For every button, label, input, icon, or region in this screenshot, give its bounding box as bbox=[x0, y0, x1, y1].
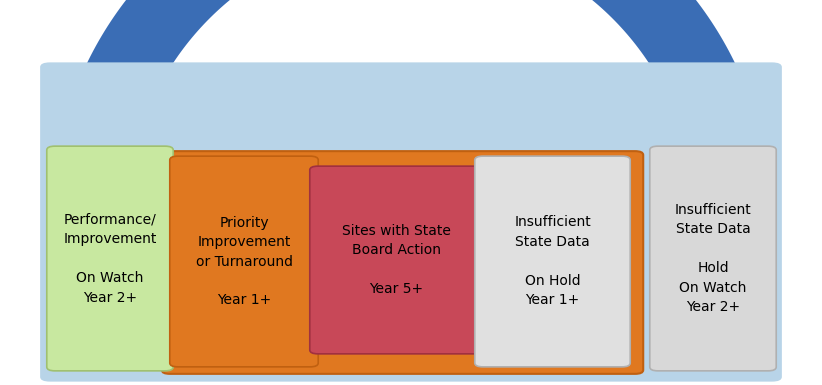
FancyBboxPatch shape bbox=[649, 146, 776, 371]
FancyBboxPatch shape bbox=[310, 166, 483, 354]
FancyBboxPatch shape bbox=[162, 151, 644, 374]
Text: Priority
Improvement
or Turnaround

Year 1+: Priority Improvement or Turnaround Year … bbox=[196, 216, 293, 308]
FancyBboxPatch shape bbox=[47, 146, 173, 371]
FancyBboxPatch shape bbox=[40, 62, 782, 382]
Text: Sites with State
Board Action

Year 5+: Sites with State Board Action Year 5+ bbox=[342, 224, 451, 296]
Text: Insufficient
State Data

Hold
On Watch
Year 2+: Insufficient State Data Hold On Watch Ye… bbox=[675, 203, 751, 314]
Text: Performance/
Improvement

On Watch
Year 2+: Performance/ Improvement On Watch Year 2… bbox=[63, 213, 157, 305]
Text: PERFORMANCE WATCH: PERFORMANCE WATCH bbox=[251, 31, 571, 55]
FancyBboxPatch shape bbox=[187, 271, 633, 364]
Text: Insufficient
State Data

On Hold
Year 1+: Insufficient State Data On Hold Year 1+ bbox=[514, 216, 591, 308]
FancyBboxPatch shape bbox=[475, 156, 630, 367]
FancyBboxPatch shape bbox=[170, 156, 318, 367]
Polygon shape bbox=[51, 0, 771, 380]
Text: ACCOUNTABILITY CLOCK: ACCOUNTABILITY CLOCK bbox=[276, 308, 543, 327]
